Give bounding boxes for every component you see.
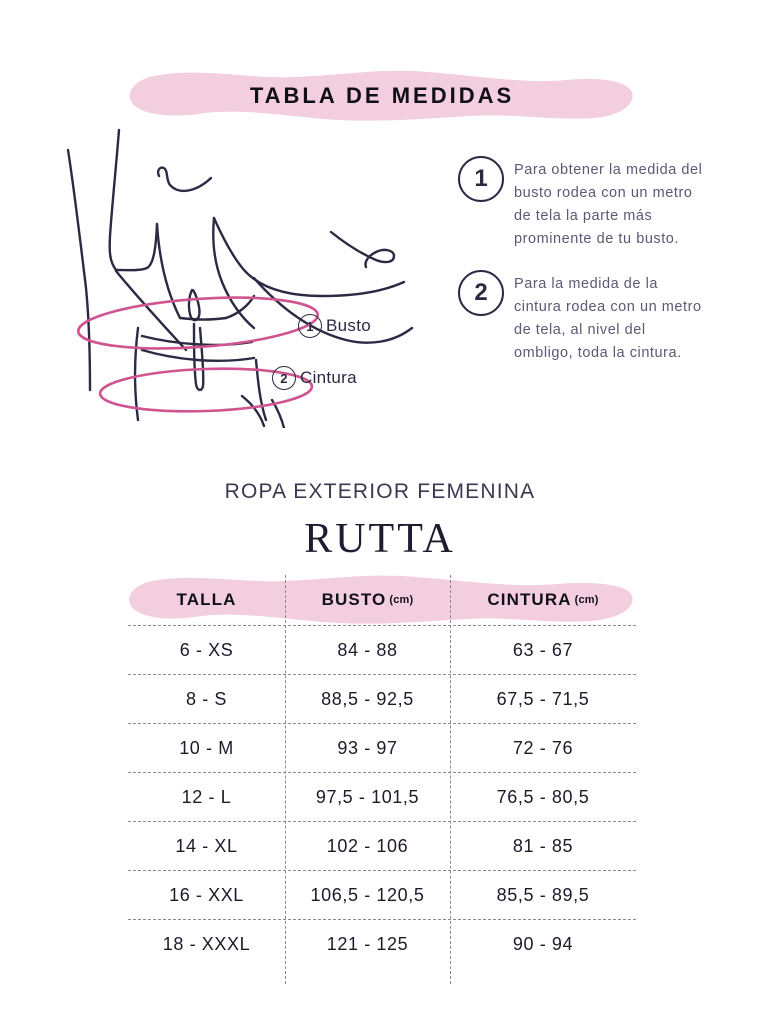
illustration-label-cintura: 2 Cintura xyxy=(272,366,357,390)
column-divider-1 xyxy=(285,575,286,984)
instruction-step-1: 1 Para obtener la medida del busto rodea… xyxy=(458,155,708,251)
table-row: 14 - XL 102 - 106 81 - 85 xyxy=(128,821,636,870)
cell-busto: 93 - 97 xyxy=(337,737,398,758)
instruction-step-2: 2 Para la medida de la cintura rodea con… xyxy=(458,269,708,365)
cell-cintura: 67,5 - 71,5 xyxy=(496,688,590,709)
cell-cintura: 85,5 - 89,5 xyxy=(496,884,590,905)
waist-measure-ellipse xyxy=(98,367,314,413)
cell-talla: 10 - M xyxy=(179,737,234,758)
callout-number-1-icon: 1 xyxy=(298,314,322,338)
cell-cintura: 90 - 94 xyxy=(512,933,574,954)
page-title: TABLA DE MEDIDAS xyxy=(249,83,515,108)
column-header-cintura: CINTURA (cm) xyxy=(450,575,636,625)
title-banner-blob-shape xyxy=(129,70,633,121)
column-header-busto-label: BUSTO xyxy=(321,590,387,609)
cell-cintura: 76,5 - 80,5 xyxy=(496,786,590,807)
column-header-busto-unit: (cm) xyxy=(389,594,414,606)
body-measurement-illustration xyxy=(46,128,446,428)
cell-busto: 97,5 - 101,5 xyxy=(315,786,420,807)
cell-cintura: 81 - 85 xyxy=(512,835,574,856)
instruction-step-2-text: Para la medida de la cintura rodea con u… xyxy=(514,276,702,361)
cell-talla: 18 - XXXL xyxy=(162,933,251,954)
cell-talla: 6 - XS xyxy=(179,639,234,660)
title-banner: TABLA DE MEDIDAS xyxy=(128,70,636,122)
cell-busto: 102 - 106 xyxy=(326,835,409,856)
table-body: 6 - XS 84 - 88 63 - 67 8 - S 88,5 - 92,5… xyxy=(128,575,636,984)
column-header-busto: BUSTO (cm) xyxy=(285,575,450,625)
bust-measure-ellipse xyxy=(76,296,320,350)
table-row: 6 - XS 84 - 88 63 - 67 xyxy=(128,625,636,674)
cell-cintura: 72 - 76 xyxy=(512,737,574,758)
cell-busto: 88,5 - 92,5 xyxy=(321,688,414,709)
step-number-1-icon: 1 xyxy=(458,156,504,202)
table-row: 8 - S 88,5 - 92,5 67,5 - 71,5 xyxy=(128,674,636,723)
table-header-blob-shape xyxy=(129,575,633,624)
illustration-label-busto-text: Busto xyxy=(326,316,371,335)
table-row: 16 - XXL 106,5 - 120,5 85,5 - 89,5 xyxy=(128,870,636,919)
table-header-row: TALLA BUSTO (cm) CINTURA (cm) xyxy=(128,575,636,625)
column-header-cintura-label: CINTURA xyxy=(487,590,572,609)
step-number-2-icon: 2 xyxy=(458,270,504,316)
cell-talla: 14 - XL xyxy=(175,835,238,856)
cell-talla: 12 - L xyxy=(181,786,232,807)
cell-busto: 121 - 125 xyxy=(326,933,409,954)
table-row: 18 - XXXL 121 - 125 90 - 94 xyxy=(128,919,636,968)
cell-talla: 8 - S xyxy=(185,688,227,709)
cell-cintura: 63 - 67 xyxy=(512,639,574,660)
brand-subtitle: ROPA EXTERIOR FEMENINA xyxy=(224,480,536,503)
brand-name: RUTTA xyxy=(304,516,456,562)
cell-busto: 84 - 88 xyxy=(337,639,398,660)
size-chart-table: TALLA BUSTO (cm) CINTURA (cm) 6 - XS 84 … xyxy=(128,575,636,984)
column-header-talla-label: TALLA xyxy=(176,590,237,609)
table-row: 10 - M 93 - 97 72 - 76 xyxy=(128,723,636,772)
column-header-cintura-unit: (cm) xyxy=(574,594,599,606)
cell-busto: 106,5 - 120,5 xyxy=(310,884,425,905)
instruction-step-1-text: Para obtener la medida del busto rodea c… xyxy=(514,162,703,247)
column-header-talla: TALLA xyxy=(128,575,285,625)
illustration-label-cintura-text: Cintura xyxy=(300,368,357,387)
cell-talla: 16 - XXL xyxy=(169,884,244,905)
instructions-list: 1 Para obtener la medida del busto rodea… xyxy=(458,155,708,383)
torso-line-art xyxy=(66,128,414,428)
callout-number-2-icon: 2 xyxy=(272,366,296,390)
table-row: 12 - L 97,5 - 101,5 76,5 - 80,5 xyxy=(128,772,636,821)
column-divider-2 xyxy=(450,575,451,984)
illustration-label-busto: 1 Busto xyxy=(298,314,371,338)
